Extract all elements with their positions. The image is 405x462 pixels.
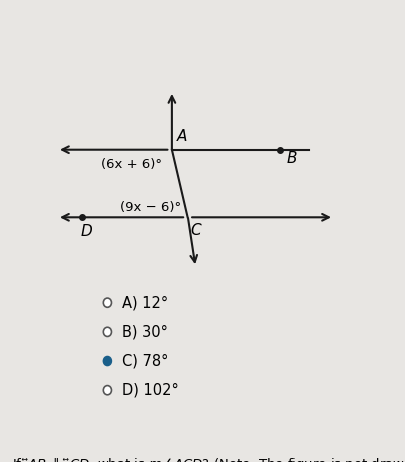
Circle shape [103, 298, 111, 307]
Text: C) 78°: C) 78° [121, 353, 168, 369]
Text: If $\overleftrightarrow{\!AB}$ $\parallel$ $\overleftrightarrow{\!CD}$, what is : If $\overleftrightarrow{\!AB}$ $\paralle… [12, 456, 405, 462]
Text: B) 30°: B) 30° [121, 324, 167, 340]
Text: D: D [81, 224, 92, 239]
Text: B: B [286, 152, 296, 166]
Text: (9x − 6)°: (9x − 6)° [120, 201, 181, 214]
Text: A) 12°: A) 12° [121, 295, 167, 310]
Text: D) 102°: D) 102° [121, 383, 178, 398]
Text: (6x + 6)°: (6x + 6)° [101, 158, 162, 170]
Circle shape [103, 386, 111, 395]
Text: A: A [176, 129, 187, 144]
Circle shape [103, 356, 111, 365]
Text: C: C [190, 223, 201, 237]
Circle shape [103, 327, 111, 336]
